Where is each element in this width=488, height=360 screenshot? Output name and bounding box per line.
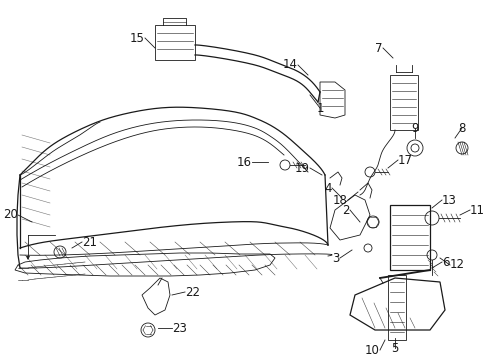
Text: 4: 4 bbox=[324, 181, 331, 194]
Text: 17: 17 bbox=[397, 153, 412, 166]
Text: 19: 19 bbox=[294, 162, 309, 175]
Text: 7: 7 bbox=[375, 41, 382, 54]
Text: 8: 8 bbox=[457, 122, 465, 135]
Bar bbox=[389, 205, 429, 270]
Text: 9: 9 bbox=[410, 122, 418, 135]
Bar bbox=[389, 75, 417, 130]
Text: 6: 6 bbox=[441, 256, 448, 269]
Text: 3: 3 bbox=[332, 252, 339, 265]
Text: 14: 14 bbox=[283, 58, 297, 72]
Text: 11: 11 bbox=[469, 203, 484, 216]
Text: 21: 21 bbox=[82, 235, 97, 248]
Text: 23: 23 bbox=[172, 321, 186, 334]
Text: 22: 22 bbox=[184, 285, 200, 298]
Bar bbox=[155, 25, 195, 60]
Bar bbox=[387, 275, 405, 340]
Text: 2: 2 bbox=[342, 203, 349, 216]
Text: 13: 13 bbox=[441, 194, 456, 207]
Text: 12: 12 bbox=[449, 258, 464, 271]
Text: 15: 15 bbox=[130, 31, 145, 45]
Text: 18: 18 bbox=[332, 194, 347, 207]
Text: 20: 20 bbox=[3, 208, 18, 221]
Text: 1: 1 bbox=[316, 102, 323, 114]
Text: 16: 16 bbox=[237, 156, 251, 168]
Text: 5: 5 bbox=[390, 342, 398, 355]
Text: 10: 10 bbox=[365, 343, 379, 356]
